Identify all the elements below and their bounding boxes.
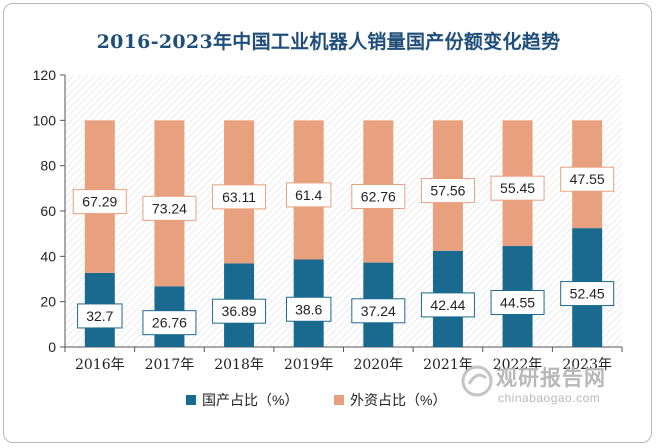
legend: 国产占比（%） 外资占比（%） bbox=[186, 392, 446, 408]
data-label: 38.6 bbox=[295, 301, 322, 317]
data-label: 63.11 bbox=[222, 189, 256, 205]
data-label-box bbox=[285, 296, 332, 322]
x-tick-label: 2018年 bbox=[214, 357, 264, 373]
x-tick-label: 2020年 bbox=[353, 357, 403, 373]
data-label: 26.76 bbox=[152, 315, 187, 331]
data-label: 55.45 bbox=[500, 180, 535, 196]
data-label-box bbox=[420, 292, 475, 318]
y-tick-label: 20 bbox=[40, 294, 56, 310]
legend-swatch bbox=[186, 395, 196, 405]
data-label-box bbox=[142, 310, 197, 336]
data-label: 57.56 bbox=[430, 183, 465, 199]
y-tick-label: 80 bbox=[40, 158, 56, 174]
data-label-box bbox=[560, 281, 615, 307]
data-label-box bbox=[560, 166, 615, 192]
y-tick-label: 60 bbox=[40, 203, 56, 219]
data-label-box bbox=[351, 183, 406, 209]
y-tick-label: 40 bbox=[40, 248, 56, 264]
data-label: 47.55 bbox=[570, 171, 605, 187]
data-label-box bbox=[490, 175, 545, 201]
data-label: 61.4 bbox=[295, 187, 322, 203]
data-label-box bbox=[420, 178, 475, 204]
data-label: 36.89 bbox=[222, 303, 257, 319]
data-label: 52.45 bbox=[570, 286, 605, 302]
y-tick-label: 100 bbox=[33, 112, 57, 128]
data-label-box bbox=[212, 298, 267, 324]
data-label: 62.76 bbox=[361, 188, 396, 204]
watermark: 观研报告网 chinabaogao.com bbox=[460, 362, 640, 412]
chart-title: 2016-2023年中国工业机器人销量国产份额变化趋势 bbox=[96, 31, 561, 53]
data-label-box bbox=[142, 195, 197, 221]
data-label: 67.29 bbox=[82, 194, 117, 210]
data-label-box bbox=[285, 182, 332, 208]
data-label: 73.24 bbox=[152, 200, 187, 216]
y-tick-label: 0 bbox=[48, 339, 56, 355]
data-label: 44.55 bbox=[500, 295, 535, 311]
x-tick-label: 2023年 bbox=[562, 357, 612, 373]
data-label-box bbox=[212, 184, 267, 210]
legend-label: 国产占比（%） bbox=[202, 392, 298, 408]
data-label-box bbox=[351, 298, 406, 324]
data-label-box bbox=[72, 189, 127, 215]
watermark-sub-text: chinabaogao.com bbox=[498, 391, 601, 405]
y-tick-label: 120 bbox=[33, 67, 57, 83]
legend-label: 外资占比（%） bbox=[350, 392, 446, 408]
data-label-box bbox=[490, 290, 545, 316]
data-label: 32.7 bbox=[86, 308, 113, 324]
watermark-logo-icon bbox=[461, 365, 493, 397]
watermark-main-text: 观研报告网 bbox=[496, 367, 606, 390]
x-tick-label: 2022年 bbox=[493, 357, 543, 373]
legend-swatch bbox=[334, 395, 344, 405]
data-label-box bbox=[77, 303, 123, 329]
x-tick-label: 2021年 bbox=[423, 357, 473, 373]
x-tick-label: 2019年 bbox=[284, 357, 334, 373]
x-tick-label: 2016年 bbox=[75, 357, 125, 373]
data-label: 42.44 bbox=[430, 297, 465, 313]
x-tick-label: 2017年 bbox=[145, 357, 195, 373]
data-label: 37.24 bbox=[361, 303, 396, 319]
data-labels-group: 32.7 67.29 26.76 73.24 36.89 63.11 38.6 61.4 37.… bbox=[72, 166, 615, 336]
